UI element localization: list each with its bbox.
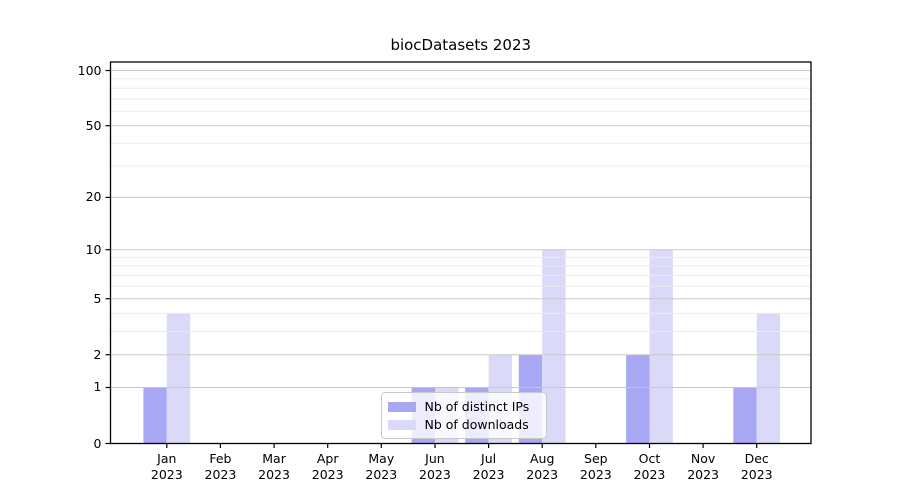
bar-distinct-ips — [143, 387, 167, 444]
x-tick-label: Sep 2023 — [579, 450, 612, 483]
bar-distinct-ips — [626, 354, 650, 444]
y-tick-label: 100 — [77, 62, 102, 78]
x-tick-label: Aug 2023 — [526, 450, 559, 483]
chart-title: biocDatasets 2023 — [390, 36, 532, 54]
legend-entry: Nb of downloads — [387, 416, 538, 434]
bar-downloads — [542, 249, 566, 444]
y-tick-label: 20 — [85, 189, 102, 205]
bar-downloads — [649, 249, 673, 444]
legend-label: Nb of downloads — [424, 417, 529, 432]
bar-downloads — [166, 313, 191, 444]
legend: Nb of distinct IPs Nb of downloads — [380, 391, 547, 439]
x-tick-label: Jun 2023 — [419, 450, 451, 483]
bar-distinct-ips — [733, 387, 757, 444]
x-tick-label: Jul 2023 — [472, 450, 505, 483]
y-tick-label: 5 — [93, 290, 102, 306]
x-tick-label: Jan 2023 — [150, 450, 183, 483]
x-tick-label: Apr 2023 — [311, 450, 344, 483]
legend-swatch-icon — [387, 419, 416, 430]
y-tick-label: 10 — [85, 241, 102, 257]
legend-entry: Nb of distinct IPs — [387, 398, 538, 416]
y-tick-label: 50 — [85, 117, 102, 133]
y-tick-label: 0 — [93, 435, 102, 451]
bar-downloads — [756, 313, 781, 444]
x-tick-label: Dec 2023 — [740, 450, 773, 483]
x-tick-label: Feb 2023 — [204, 450, 237, 483]
y-tick-label: 2 — [93, 346, 102, 362]
axes-box — [109, 61, 812, 445]
legend-swatch-icon — [387, 401, 416, 412]
legend-label: Nb of distinct IPs — [424, 399, 530, 414]
x-tick-label: Oct 2023 — [633, 450, 666, 483]
x-tick-label: May 2023 — [365, 450, 398, 483]
x-tick-label: Nov 2023 — [687, 450, 719, 483]
y-tick-label: 1 — [93, 379, 102, 395]
x-tick-label: Mar 2023 — [258, 450, 290, 483]
